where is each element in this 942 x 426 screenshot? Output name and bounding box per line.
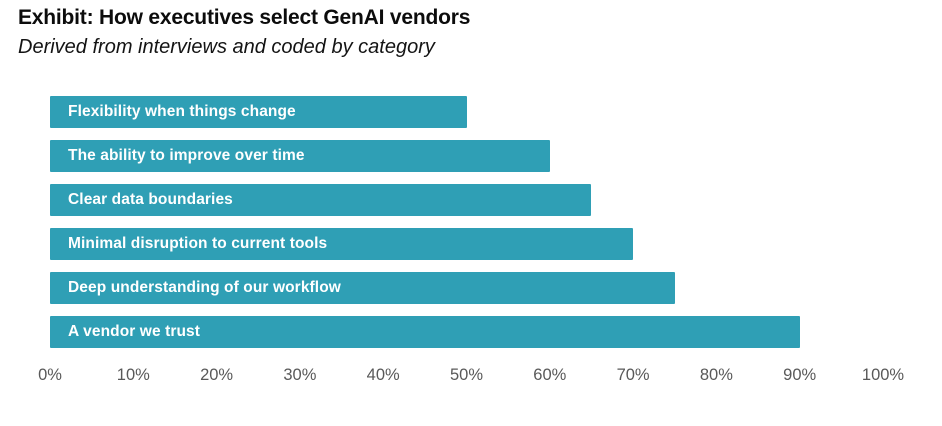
- x-axis-tick-label: 80%: [699, 366, 733, 384]
- bar-row: The ability to improve over time: [50, 140, 883, 172]
- bar: A vendor we trust: [50, 316, 800, 348]
- bar-label: Clear data boundaries: [68, 191, 233, 208]
- bars-container: Flexibility when things change The abilit…: [50, 96, 883, 348]
- x-axis-tick-label: 30%: [283, 366, 317, 384]
- bar-row: A vendor we trust: [50, 316, 883, 348]
- x-axis-tick-label: 0%: [38, 366, 62, 384]
- bar: The ability to improve over time: [50, 140, 550, 172]
- x-axis-tick-label: 50%: [449, 366, 484, 384]
- x-axis-tick-label: 60%: [533, 366, 567, 384]
- x-axis-tick-label: 100%: [861, 366, 905, 384]
- bar-label: Minimal disruption to current tools: [68, 235, 328, 252]
- bar-plot-area: Flexibility when things change The abilit…: [50, 96, 883, 348]
- bar-row: Minimal disruption to current tools: [50, 228, 883, 260]
- bar: Clear data boundaries: [50, 184, 592, 216]
- bar-label: A vendor we trust: [68, 323, 201, 340]
- chart-title: Exhibit: How executives select GenAI ven…: [18, 6, 471, 29]
- bar-row: Flexibility when things change: [50, 96, 883, 128]
- bar: Deep understanding of our workflow: [50, 272, 675, 304]
- bar-label: Deep understanding of our workflow: [68, 279, 341, 296]
- x-axis-tick-label: 10%: [116, 366, 150, 384]
- bar-row: Clear data boundaries: [50, 184, 883, 216]
- x-axis: 0% 10% 20% 30% 40% 50% 60% 70% 80% 90% 100%: [38, 366, 904, 388]
- bar-label: The ability to improve over time: [68, 147, 305, 164]
- bar-label: Flexibility when things change: [68, 103, 296, 120]
- x-axis-tick-label: 20%: [200, 366, 234, 384]
- x-axis-tick-label: 90%: [783, 366, 817, 384]
- chart-subtitle: Derived from interviews and coded by cat…: [18, 36, 435, 58]
- bar-row: Deep understanding of our workflow: [50, 272, 883, 304]
- x-axis-tick-label: 40%: [366, 366, 400, 384]
- bar: Minimal disruption to current tools: [50, 228, 634, 260]
- x-axis-tick-label: 70%: [616, 366, 650, 384]
- bar: Flexibility when things change: [50, 96, 467, 128]
